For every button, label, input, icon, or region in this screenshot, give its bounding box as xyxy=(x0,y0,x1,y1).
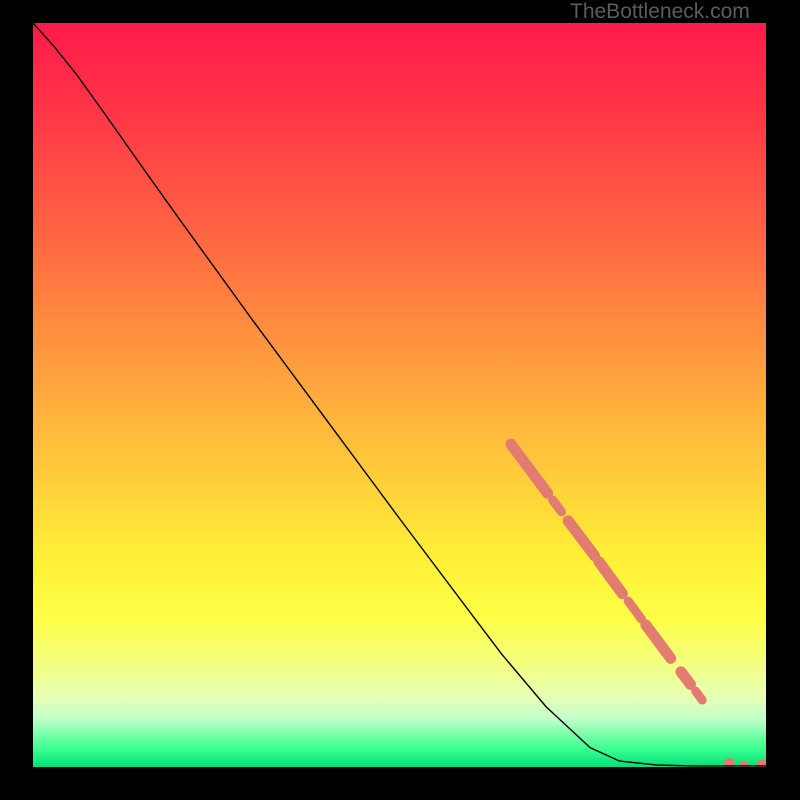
marker-segment xyxy=(696,691,703,700)
plot-area xyxy=(33,23,766,767)
chart-frame: TheBottleneck.com xyxy=(0,0,800,800)
plot-background xyxy=(33,23,766,767)
marker-segment xyxy=(681,672,691,685)
attribution-label: TheBottleneck.com xyxy=(570,0,750,24)
